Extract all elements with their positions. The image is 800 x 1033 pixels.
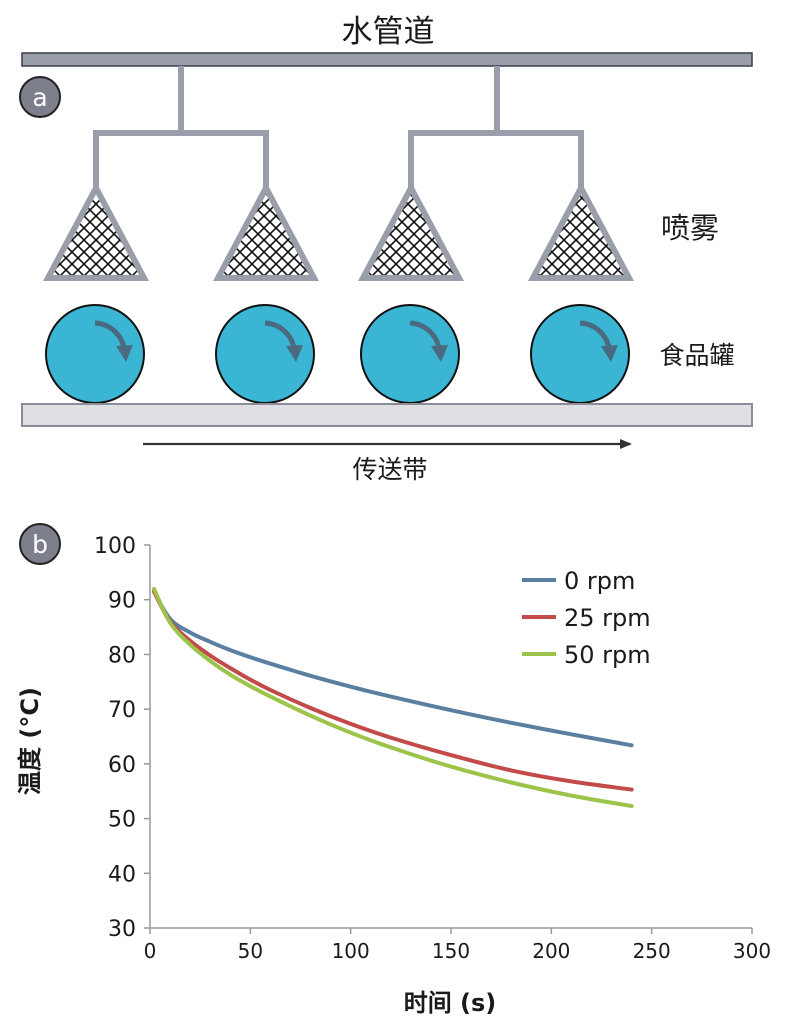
food-cans	[45, 304, 630, 404]
panel-a-badge-letter: a	[32, 83, 47, 112]
x-tick-label: 50	[238, 939, 263, 963]
rotation-arrowhead-icon	[286, 345, 303, 362]
x-tick-label: 100	[332, 939, 370, 963]
branch-pipes	[93, 66, 584, 190]
panel-b-badge: b	[19, 523, 61, 565]
x-axis-label: 时间 (s)	[404, 989, 497, 1017]
chart-axes: 30 40 50 60 70 80 90 100 0 50 100 150 200 250 300	[94, 534, 771, 963]
legend-label: 25 rpm	[564, 604, 651, 632]
rotation-arrowhead-icon	[601, 345, 618, 362]
y-tick-label: 100	[94, 534, 136, 559]
x-tick-label: 250	[633, 939, 671, 963]
x-tick-label: 0	[144, 939, 157, 963]
rotation-arrow-icon	[264, 320, 297, 349]
spray-nozzle	[213, 181, 319, 281]
spray-nozzle	[358, 181, 464, 281]
y-tick-label: 60	[108, 753, 136, 778]
y-tick-label: 70	[108, 698, 136, 723]
y-tick-label: 40	[108, 862, 136, 887]
spray-nozzles	[43, 181, 634, 281]
y-tick-label: 80	[108, 643, 136, 668]
rotation-arrowhead-icon	[431, 345, 448, 362]
legend-label: 50 rpm	[564, 641, 651, 669]
y-axis-label: 温度 (°C)	[16, 687, 44, 795]
rotation-arrow-icon	[579, 320, 612, 349]
food-can	[360, 304, 460, 404]
can-label: 食品罐	[659, 341, 734, 370]
food-can	[45, 304, 145, 404]
chart-canvas: b 30 40 50 60 70 80 90 100 0 50 100 150 200 250 300 0 …	[16, 523, 771, 1017]
x-tick-label: 150	[432, 939, 470, 963]
y-tick-label: 30	[108, 917, 136, 942]
legend-label: 0 rpm	[564, 567, 635, 595]
series-line-0-rpm	[152, 589, 634, 748]
panel-b-badge-letter: b	[32, 530, 48, 559]
water-pipe	[21, 52, 753, 67]
rotation-arrow-icon	[409, 320, 442, 349]
series-line-25-rpm	[152, 589, 634, 792]
diagram-canvas: 水管道 a 喷雾	[19, 14, 753, 484]
spray-label: 喷雾	[661, 211, 719, 245]
pipe-label: 水管道	[342, 14, 435, 50]
x-tick-label: 300	[733, 939, 771, 963]
food-can	[530, 304, 630, 404]
x-tick-label: 200	[532, 939, 570, 963]
conveyor-belt	[21, 403, 753, 427]
chart-legend: 0 rpm 25 rpm 50 rpm	[522, 567, 651, 669]
y-tick-label: 50	[108, 808, 136, 833]
spray-cooling-diagram: 水管道 a 喷雾	[0, 0, 800, 495]
rotation-arrow-icon	[94, 320, 127, 349]
spray-nozzle	[528, 181, 634, 281]
spray-nozzle	[43, 181, 149, 281]
chart-series	[152, 586, 634, 808]
y-tick-label: 90	[108, 589, 136, 614]
food-can	[215, 304, 315, 404]
panel-a-badge: a	[19, 76, 61, 118]
series-line-50-rpm	[152, 586, 634, 808]
conveyor-label: 传送带	[352, 455, 427, 484]
rotation-arrowhead-icon	[116, 345, 133, 362]
temperature-chart: b 30 40 50 60 70 80 90 100 0 50 100 150 200 250 300 0 …	[0, 495, 800, 1029]
